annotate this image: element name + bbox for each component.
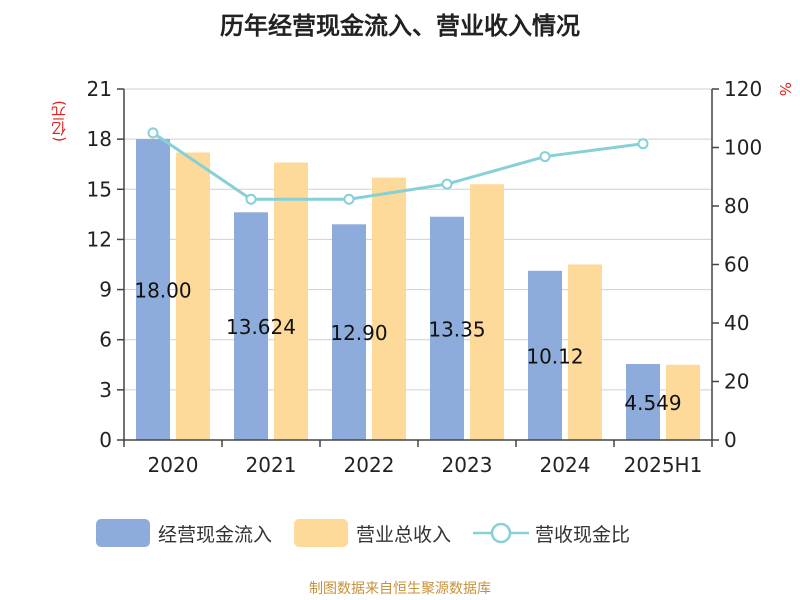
bar-revenue xyxy=(470,184,504,440)
y-axis-left-tick-label: 18 xyxy=(87,127,112,151)
x-axis-tick-label: 2025H1 xyxy=(624,453,703,477)
bar-cash-inflow xyxy=(430,216,464,440)
y-axis-right-tick-label: 0 xyxy=(724,428,737,452)
data-label-cash-inflow: 10.12 xyxy=(526,344,583,368)
data-label-cash-inflow: 13.624 xyxy=(226,315,296,339)
x-axis-tick-label: 2024 xyxy=(540,453,591,477)
point-ratio xyxy=(441,178,453,190)
point-ratio xyxy=(147,127,159,139)
bar-revenue xyxy=(176,152,210,440)
source-note: 制图数据来自恒生聚源数据库 xyxy=(309,581,491,597)
y-axis-left-tick-label: 15 xyxy=(87,177,112,201)
chart-title: 历年经营现金流入、营业收入情况 xyxy=(220,12,580,40)
y-axis-right-tick-label: 60 xyxy=(724,253,749,277)
y-axis-left-tick-label: 0 xyxy=(99,428,112,452)
bar-cash-inflow xyxy=(136,139,170,440)
legend-item-ratio[interactable]: 营收现金比 xyxy=(473,519,630,547)
data-label-cash-inflow: 12.90 xyxy=(330,321,387,345)
bar-revenue xyxy=(568,264,602,440)
x-axis-tick-label: 2021 xyxy=(246,453,297,477)
x-axis-tick-label: 2020 xyxy=(148,453,199,477)
bar-cash-inflow xyxy=(528,270,562,440)
y-axis-left-tick-label: 9 xyxy=(99,278,112,302)
y-axis-right-tick-label: 120 xyxy=(724,77,762,101)
bar-cash-inflow xyxy=(234,212,268,440)
chart-legend: 经营现金流入 营业总收入 营收现金比 xyxy=(96,518,652,548)
legend-swatch-ratio xyxy=(473,522,530,544)
bar-cash-inflow xyxy=(626,363,660,440)
y-axis-left-tick-label: 6 xyxy=(99,328,112,352)
legend-item-cash-inflow[interactable]: 经营现金流入 xyxy=(96,519,272,547)
y-axis-right-tick-label: 80 xyxy=(724,194,749,218)
x-axis-tick-label: 2022 xyxy=(344,453,395,477)
data-label-cash-inflow: 4.549 xyxy=(624,391,681,415)
legend-label-revenue: 营业总收入 xyxy=(356,523,452,546)
y-axis-left-tick-label: 12 xyxy=(87,227,112,251)
point-ratio xyxy=(343,193,355,205)
y-axis-left-tick-label: 21 xyxy=(87,77,112,101)
y-axis-right-tick-label: 40 xyxy=(724,311,749,335)
legend-swatch-cash-inflow xyxy=(96,519,150,547)
legend-label-ratio: 营收现金比 xyxy=(535,523,631,546)
y-axis-right-tick-label: 20 xyxy=(724,370,749,394)
bar-revenue xyxy=(666,364,700,440)
point-ratio xyxy=(245,193,257,205)
y-axis-right-tick-label: 100 xyxy=(724,136,762,160)
y-axis-left-tick-label: 3 xyxy=(99,378,112,402)
bar-cash-inflow xyxy=(332,224,366,440)
line-ratio xyxy=(152,131,644,201)
bar-revenue xyxy=(274,162,308,441)
bar-revenue xyxy=(372,177,406,441)
legend-swatch-revenue xyxy=(294,519,349,547)
data-label-cash-inflow: 13.35 xyxy=(428,317,485,341)
point-ratio xyxy=(539,151,551,163)
data-label-cash-inflow: 18.00 xyxy=(134,279,191,303)
y-axis-right-label: % xyxy=(776,82,794,97)
x-axis-tick-label: 2023 xyxy=(442,453,493,477)
legend-item-revenue[interactable]: 营业总收入 xyxy=(294,519,451,547)
legend-label-cash-inflow: 经营现金流入 xyxy=(158,523,273,546)
point-ratio xyxy=(637,138,649,150)
